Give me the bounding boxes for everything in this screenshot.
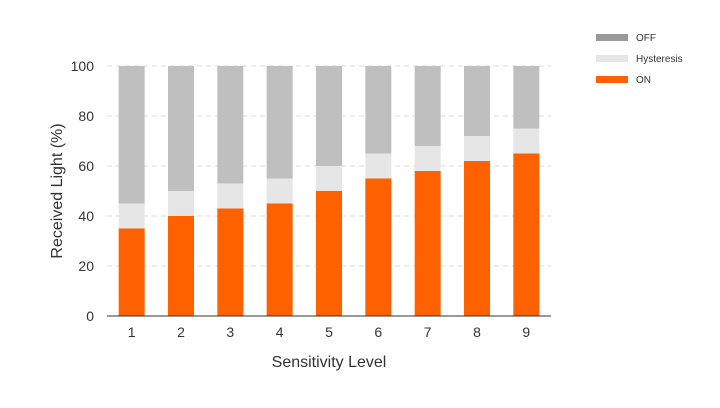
x-tick-label: 6: [374, 324, 382, 340]
legend-label-hysteresis: Hysteresis: [636, 54, 683, 65]
bar-on-6: [365, 178, 392, 316]
bar-hysteresis-1: [118, 203, 145, 229]
x-axis-title: Sensitivity Level: [272, 354, 387, 371]
y-tick-label: 0: [86, 308, 94, 324]
bars: [118, 66, 540, 316]
bar-on-9: [513, 153, 540, 316]
y-tick-label: 20: [78, 258, 94, 274]
bar-on-1: [118, 228, 145, 316]
y-tick-label: 100: [71, 58, 95, 74]
bar-off-3: [217, 66, 244, 184]
bar-hysteresis-7: [414, 146, 441, 171]
bar-on-7: [414, 171, 441, 316]
y-tick-label: 80: [78, 108, 94, 124]
legend-label-off: OFF: [636, 33, 656, 44]
x-tick-label: 5: [325, 324, 333, 340]
x-tick-label: 9: [522, 324, 530, 340]
legend-label-on: ON: [636, 75, 651, 86]
bar-hysteresis-4: [266, 178, 293, 204]
y-tick-labels: 0 20 40 60 80 100: [71, 58, 95, 324]
y-tick-label: 40: [78, 208, 94, 224]
bar-hysteresis-2: [168, 191, 194, 216]
bar-on-8: [464, 161, 490, 316]
bar-off-7: [414, 66, 441, 146]
bar-off-8: [464, 66, 490, 136]
bar-hysteresis-9: [513, 128, 540, 154]
x-tick-label: 8: [473, 324, 481, 340]
bar-hysteresis-3: [217, 183, 244, 209]
x-tick-label: 4: [276, 324, 284, 340]
bar-on-3: [217, 208, 244, 316]
bar-on-2: [168, 216, 194, 316]
x-tick-labels: 1 2 3 4 5 6 7 8 9: [128, 324, 531, 340]
x-tick-label: 3: [226, 324, 234, 340]
y-tick-label: 60: [78, 158, 94, 174]
bar-off-9: [513, 66, 540, 129]
x-tick-label: 1: [128, 324, 136, 340]
bar-off-2: [168, 66, 194, 191]
x-tick-label: 2: [177, 324, 185, 340]
legend: OFF Hysteresis ON: [596, 33, 683, 86]
bar-off-6: [365, 66, 392, 154]
bar-on-4: [266, 203, 293, 316]
legend-swatch-off: [596, 34, 628, 41]
bar-off-5: [316, 66, 342, 166]
bar-hysteresis-8: [464, 136, 490, 161]
y-axis-title: Received Light (%): [49, 123, 66, 258]
bar-hysteresis-6: [365, 153, 392, 179]
legend-swatch-hysteresis: [596, 55, 628, 62]
bar-off-4: [266, 66, 293, 179]
bar-on-5: [316, 191, 342, 316]
bar-off-1: [118, 66, 145, 204]
bar-hysteresis-5: [316, 166, 342, 191]
legend-swatch-on: [596, 76, 628, 83]
x-tick-label: 7: [424, 324, 432, 340]
